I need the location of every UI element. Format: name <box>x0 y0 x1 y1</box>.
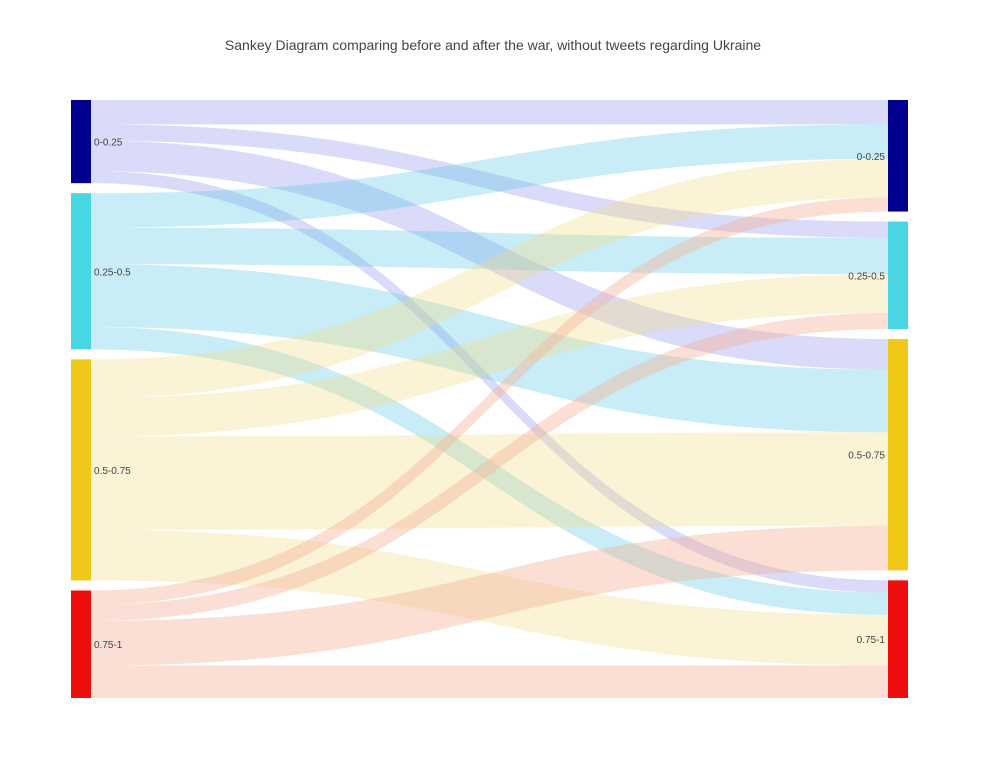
node-label-L3: 0.75-1 <box>94 640 123 651</box>
node-label-R0: 0-0.25 <box>857 152 886 163</box>
node-R3[interactable] <box>888 580 908 698</box>
link-L0-R3[interactable] <box>91 171 888 593</box>
link-L0-R2[interactable] <box>91 140 888 370</box>
link-L2-R2[interactable] <box>91 432 888 530</box>
node-label-L0: 0-0.25 <box>94 138 123 149</box>
link-L2-R1[interactable] <box>91 274 888 437</box>
node-label-R2: 0.5-0.75 <box>848 451 885 462</box>
link-L3-R3[interactable] <box>91 665 888 698</box>
node-R1[interactable] <box>888 221 908 330</box>
labels-group: 0-0.25 0.25-0.5 0.5-0.75 0.75-1 0-0.25 0.25-0… <box>94 138 885 652</box>
link-L1-R1[interactable] <box>91 227 888 275</box>
node-L1[interactable] <box>71 193 91 350</box>
node-label-R1: 0.25-0.5 <box>848 271 885 282</box>
node-L2[interactable] <box>71 359 91 581</box>
link-L1-R3[interactable] <box>91 327 888 615</box>
node-R2[interactable] <box>888 339 908 571</box>
node-label-L2: 0.5-0.75 <box>94 466 131 477</box>
link-L3-R0[interactable] <box>91 197 888 605</box>
node-R0[interactable] <box>888 100 908 212</box>
link-L1-R0[interactable] <box>91 124 888 228</box>
node-L3[interactable] <box>71 590 91 698</box>
chart-title: Sankey Diagram comparing before and afte… <box>225 37 761 53</box>
link-L0-R1[interactable] <box>91 124 888 238</box>
node-label-R3: 0.75-1 <box>857 635 886 646</box>
node-L0[interactable] <box>71 100 91 184</box>
link-L3-R1[interactable] <box>91 312 888 621</box>
link-L1-R2[interactable] <box>91 264 888 433</box>
links-group <box>91 100 888 698</box>
link-L3-R2[interactable] <box>91 525 888 666</box>
node-label-L1: 0.25-0.5 <box>94 267 131 278</box>
link-L2-R0[interactable] <box>91 158 888 398</box>
nodes-group <box>71 100 908 698</box>
link-L2-R3[interactable] <box>91 529 888 666</box>
link-L0-R0[interactable] <box>91 100 888 125</box>
